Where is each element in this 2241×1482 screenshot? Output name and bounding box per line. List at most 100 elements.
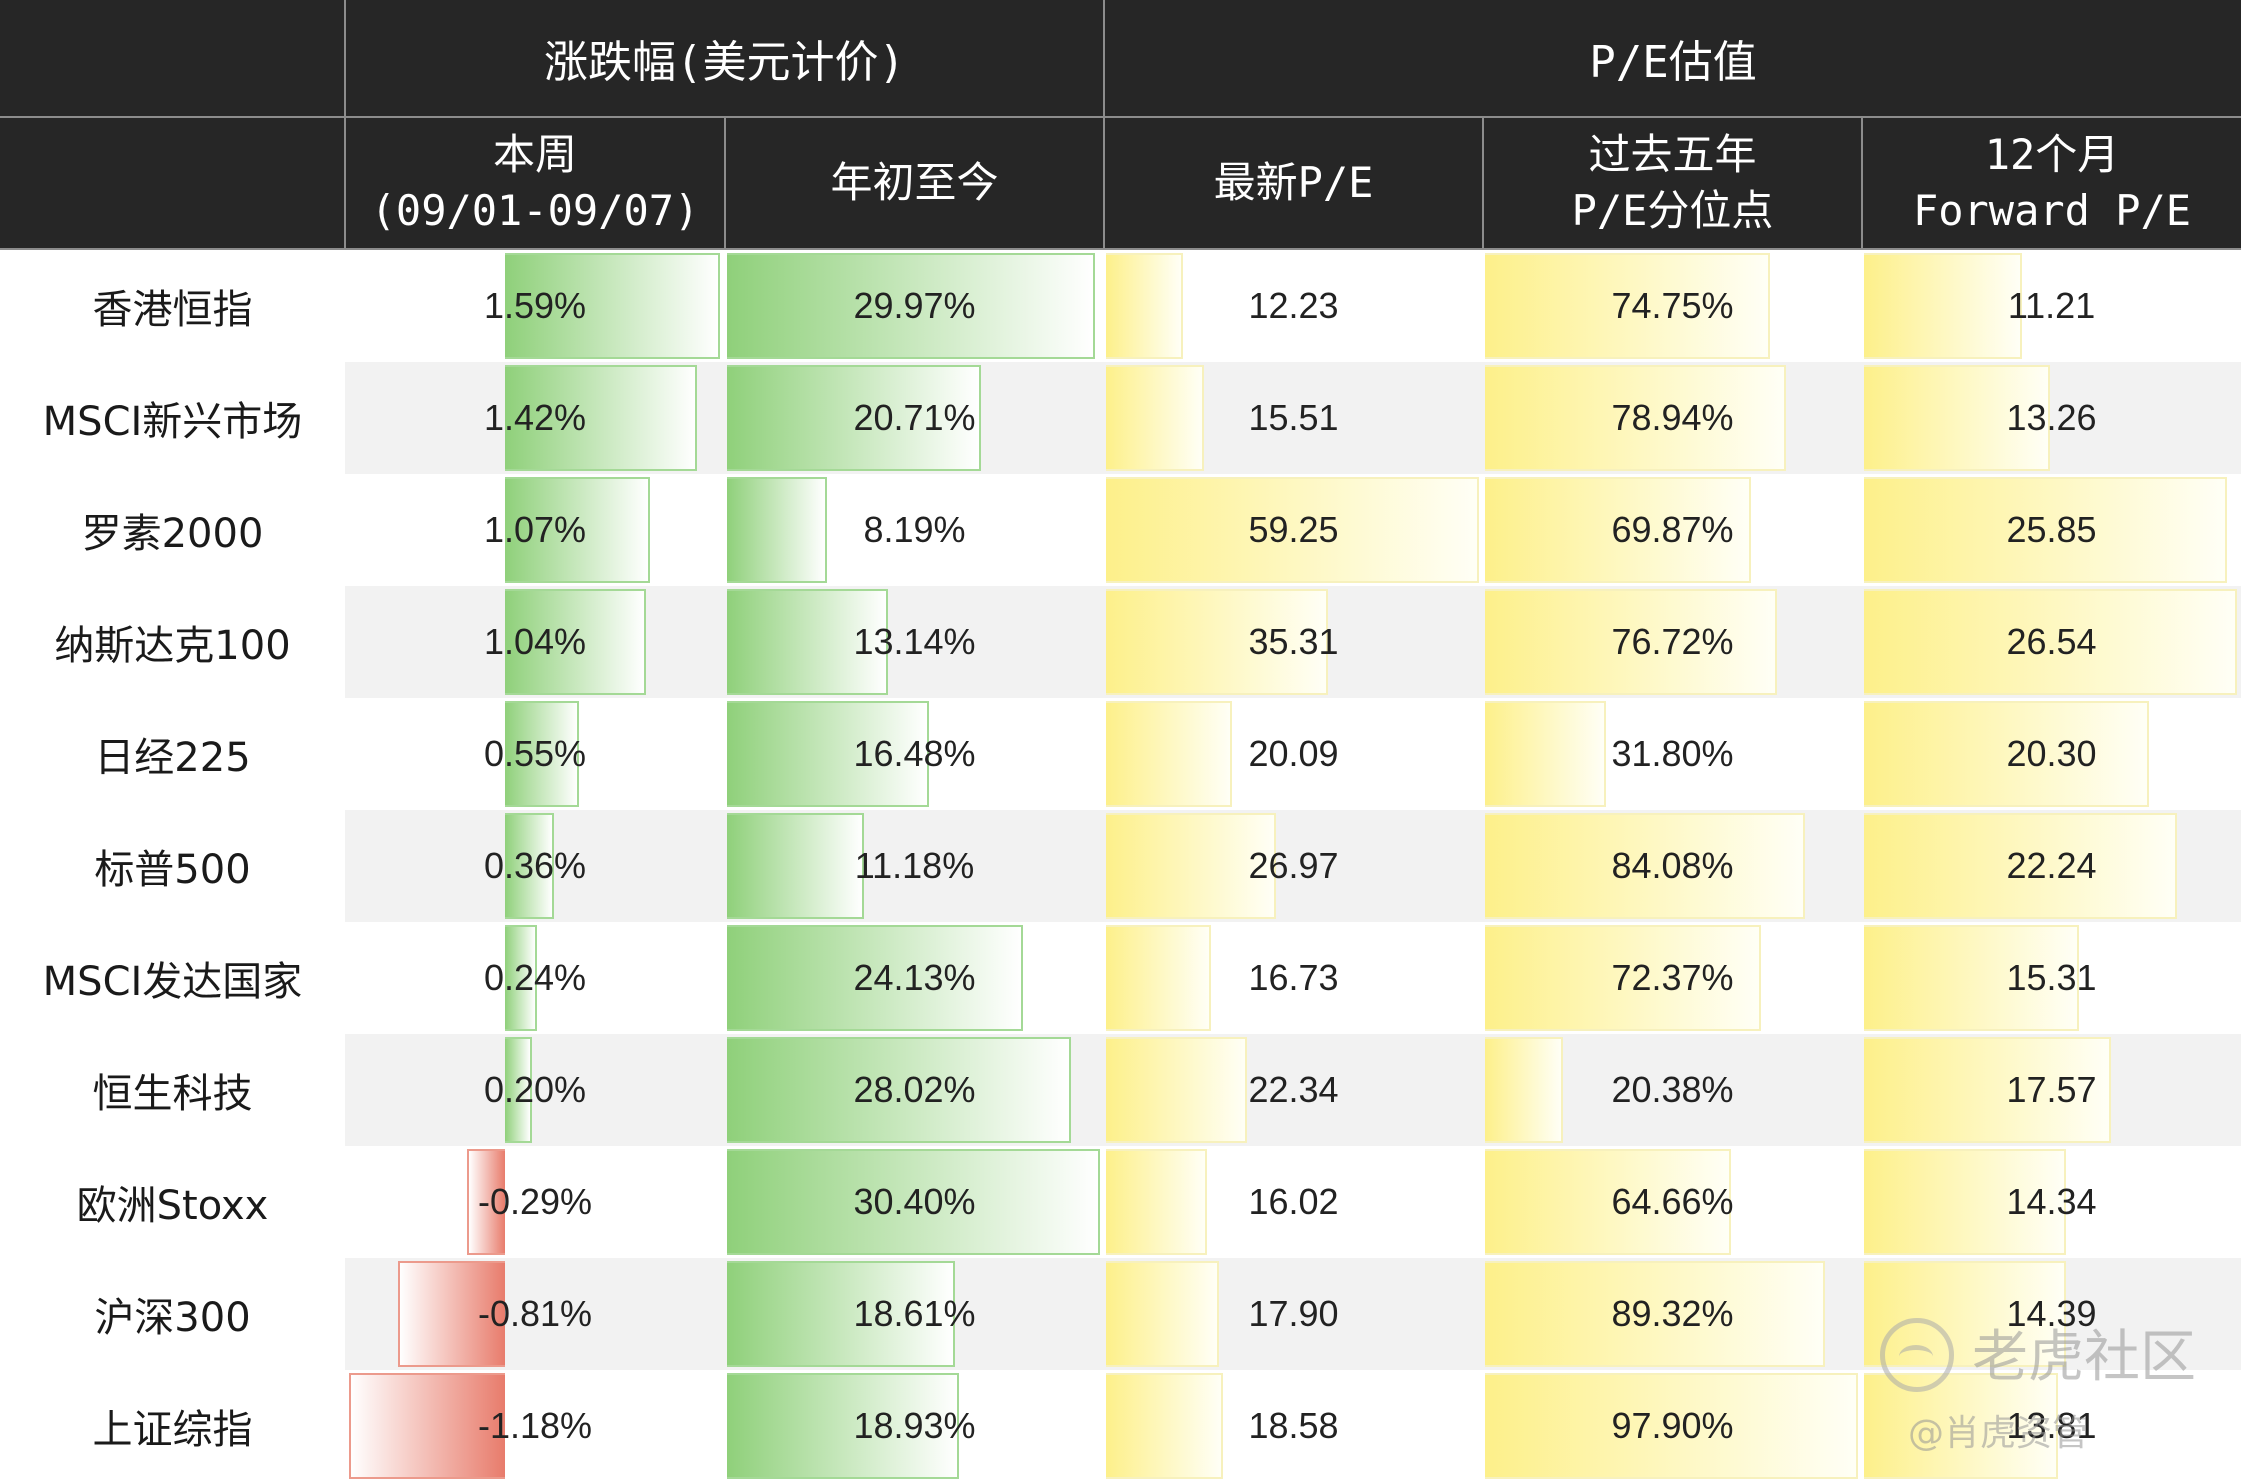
value-ytd: 29.97% xyxy=(853,285,976,326)
table-row: 沪深300 -0.81% 18.61% 17.90 89.32% 14.39 xyxy=(0,1258,2241,1370)
bar-week xyxy=(505,589,646,695)
row-name: 沪深300 xyxy=(0,1258,345,1370)
value-pct5y: 76.72% xyxy=(1611,621,1734,662)
bar-ytd xyxy=(727,1037,1071,1143)
watermark-logo-icon xyxy=(1880,1318,1954,1392)
bar-pe xyxy=(1106,1037,1247,1143)
table-row: 纳斯达克100 1.04% 13.14% 35.31 76.72% 26.54 xyxy=(0,586,2241,698)
row-name: 上证综指 xyxy=(92,1407,253,1453)
cell-ytd: 24.13% xyxy=(725,922,1104,1034)
bar-pct5y xyxy=(1485,477,1752,583)
cell-ytd: 28.02% xyxy=(725,1034,1105,1146)
cell-ytd: 13.14% xyxy=(725,586,1105,698)
cell-pct5y: 20.38% xyxy=(1483,1034,1863,1146)
bar-ytd xyxy=(727,813,865,919)
cell-pe: 12.23 xyxy=(1104,249,1483,362)
bar-pct5y xyxy=(1485,1149,1732,1255)
bar-week xyxy=(349,1373,505,1479)
col-header-pe: 最新P/E xyxy=(1103,117,1484,250)
value-fpe: 15.31 xyxy=(2006,957,2097,998)
cell-week: -0.29% xyxy=(345,1146,725,1258)
cell-pct5y: 69.87% xyxy=(1483,474,1862,586)
value-fpe: 22.24 xyxy=(2006,845,2097,886)
col-header-fpe: 12个月 Forward P/E xyxy=(1861,117,2241,250)
cell-ytd: 16.48% xyxy=(725,698,1104,810)
value-pe: 16.73 xyxy=(1248,957,1339,998)
cell-pe: 16.73 xyxy=(1104,922,1483,1034)
cell-pe: 59.25 xyxy=(1104,474,1483,586)
bar-pct5y xyxy=(1485,589,1778,695)
value-ytd: 8.19% xyxy=(863,509,966,550)
value-pct5y: 72.37% xyxy=(1611,957,1734,998)
cell-week: 0.20% xyxy=(345,1034,725,1146)
bar-fpe xyxy=(1864,1037,2111,1143)
table-row: 标普500 0.36% 11.18% 26.97 84.08% 22.24 xyxy=(0,810,2241,922)
table-row: 恒生科技 0.20% 28.02% 22.34 20.38% 17.57 xyxy=(0,1034,2241,1146)
cell-pct5y: 31.80% xyxy=(1483,698,1862,810)
col-header-ytd-line1: 年初至今 xyxy=(830,158,999,207)
cell-pe: 16.02 xyxy=(1104,1146,1483,1258)
bar-week xyxy=(505,813,554,919)
bar-fpe xyxy=(1864,813,2177,919)
value-ytd: 18.61% xyxy=(853,1293,976,1334)
value-ytd: 16.48% xyxy=(853,733,976,774)
table-row: 日经225 0.55% 16.48% 20.09 31.80% 20.30 xyxy=(0,698,2241,810)
row-name: 欧洲Stoxx xyxy=(76,1183,269,1229)
bar-pe xyxy=(1106,477,1480,583)
bar-pct5y xyxy=(1485,813,1806,919)
cell-ytd: 30.40% xyxy=(725,1146,1104,1258)
col-header-ytd: 年初至今 xyxy=(723,117,1105,250)
value-ytd: 20.71% xyxy=(853,397,976,438)
bar-pe xyxy=(1106,589,1329,695)
table-row: 欧洲Stoxx -0.29% 30.40% 16.02 64.66% 14.34 xyxy=(0,1146,2241,1258)
cell-week: 1.42% xyxy=(345,362,725,474)
value-pe: 26.97 xyxy=(1248,845,1339,886)
value-fpe: 25.85 xyxy=(2006,509,2097,550)
value-pct5y: 20.38% xyxy=(1611,1069,1734,1110)
col-header-week-line1: 本周 xyxy=(492,130,577,179)
cell-ytd: 8.19% xyxy=(725,474,1104,586)
group-header-return: 涨跌幅(美元计价) xyxy=(343,0,1105,118)
cell-week: -1.18% xyxy=(345,1370,725,1482)
bar-week xyxy=(466,1149,505,1255)
cell-pct5y: 97.90% xyxy=(1483,1370,1862,1482)
cell-fpe: 14.34 xyxy=(1862,1146,2241,1258)
bar-ytd xyxy=(727,253,1095,359)
value-pe: 20.09 xyxy=(1248,733,1339,774)
value-fpe: 13.26 xyxy=(2006,397,2097,438)
bar-ytd xyxy=(727,1149,1100,1255)
value-pct5y: 97.90% xyxy=(1611,1405,1734,1446)
value-week: 0.24% xyxy=(483,957,587,998)
value-fpe: 11.21 xyxy=(2007,285,2096,326)
bar-fpe xyxy=(1864,365,2051,471)
cell-fpe: 26.54 xyxy=(1862,586,2241,698)
cell-week: -0.81% xyxy=(345,1258,725,1370)
bar-fpe xyxy=(1864,925,2080,1031)
value-week: -0.81% xyxy=(477,1293,593,1334)
row-name: MSCI新兴市场 xyxy=(0,362,345,474)
value-week: 0.55% xyxy=(483,733,587,774)
bar-pe xyxy=(1106,1373,1223,1479)
value-pe: 22.34 xyxy=(1248,1069,1339,1110)
col-header-week-line2: (09/01-09/07) xyxy=(370,186,700,235)
cell-week: 1.04% xyxy=(345,586,725,698)
value-ytd: 11.18% xyxy=(854,845,975,886)
bar-pe xyxy=(1106,365,1204,471)
cell-fpe: 20.30 xyxy=(1862,698,2241,810)
cell-ytd: 11.18% xyxy=(725,810,1105,922)
table-row: 罗素2000 1.07% 8.19% 59.25 69.87% 25.85 xyxy=(0,474,2241,586)
col-header-pct5y-line2: P/E分位点 xyxy=(1571,186,1774,235)
value-pct5y: 78.94% xyxy=(1611,397,1734,438)
cell-ytd: 18.61% xyxy=(725,1258,1105,1370)
table-row: 上证综指 -1.18% 18.93% 18.58 97.90% 13.81 xyxy=(0,1370,2241,1482)
col-header-week: 本周 (09/01-09/07) xyxy=(344,117,725,250)
bar-pe xyxy=(1106,813,1276,919)
row-name: 日经225 xyxy=(94,735,251,781)
bar-ytd xyxy=(727,1261,956,1367)
value-ytd: 30.40% xyxy=(853,1181,976,1222)
bar-pe xyxy=(1106,1261,1219,1367)
value-pe: 17.90 xyxy=(1248,1293,1339,1334)
cell-pe: 22.34 xyxy=(1104,1034,1484,1146)
bar-fpe xyxy=(1864,589,2238,695)
bar-week xyxy=(505,925,538,1031)
